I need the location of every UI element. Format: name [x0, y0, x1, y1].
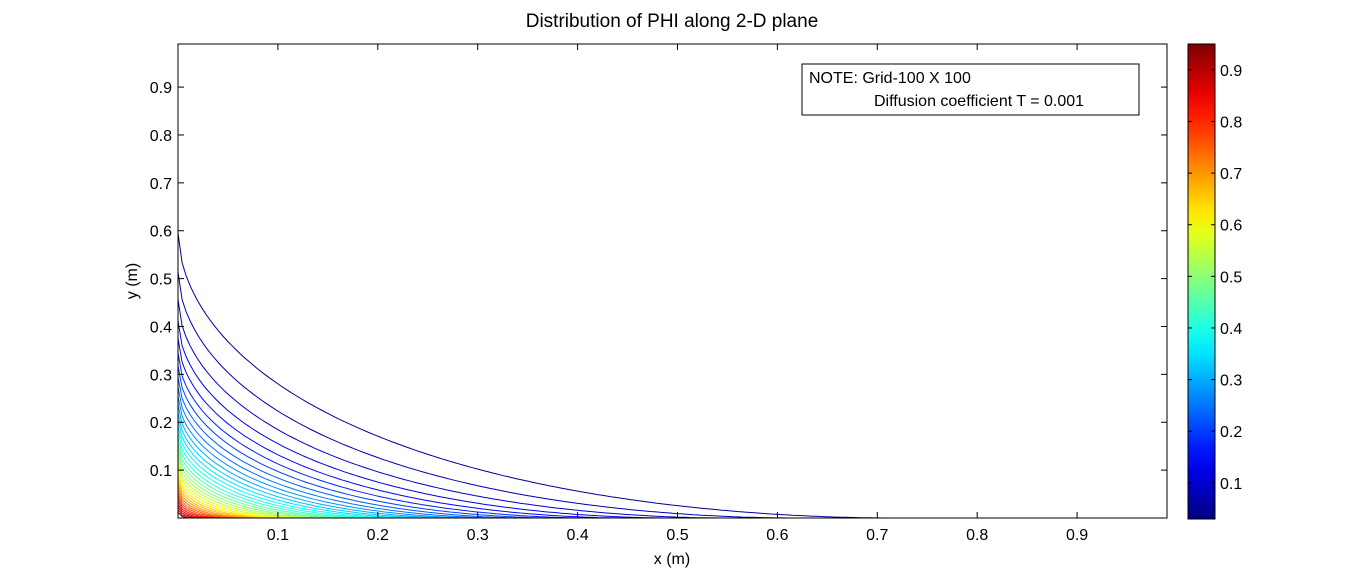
colorbar-gradient [1187, 43, 1216, 520]
contour-line [177, 377, 529, 519]
contour-line [177, 365, 558, 519]
contour-line [177, 396, 479, 519]
contour-line [177, 338, 628, 519]
contour-line [177, 425, 405, 519]
colorbar-tick-label: 0.4 [1220, 321, 1242, 338]
contour-lines [177, 233, 891, 519]
contour-line [177, 432, 393, 519]
x-tick-label: 0.6 [766, 527, 788, 544]
y-tick-label: 0.6 [150, 224, 172, 241]
contour-line [177, 233, 891, 519]
x-tick-label: 0.3 [467, 527, 489, 544]
x-tick-label: 0.4 [566, 527, 588, 544]
contour-line [177, 437, 376, 519]
plot-background [178, 44, 1167, 518]
y-tick-label: 0.5 [150, 272, 172, 289]
plot-frame [177, 43, 1168, 519]
colorbar-tick-label: 0.8 [1220, 114, 1242, 131]
contour-line [177, 443, 364, 519]
colorbar-tick-label: 0.9 [1220, 63, 1242, 80]
y-tick-label: 0.1 [150, 463, 172, 480]
x-axis-ticks: 0.1 0.2 0.3 0.4 0.5 0.6 0.7 0.8 0.9 [267, 44, 1088, 544]
contour-line [177, 299, 722, 519]
annotation-line-1: NOTE: Grid-100 X 100 [809, 70, 971, 87]
annotation-line-2: Diffusion coefficient T = 0.001 [874, 93, 1084, 110]
colorbar-tick-label: 0.6 [1220, 218, 1242, 235]
y-tick-label: 0.9 [150, 80, 172, 97]
contour-line [177, 458, 327, 519]
y-tick-label: 0.8 [150, 128, 172, 145]
x-tick-label: 0.1 [267, 527, 289, 544]
x-tick-label: 0.8 [966, 527, 988, 544]
contour-line [177, 448, 352, 519]
contour-line [177, 466, 306, 519]
plot-area: 0.1 0.2 0.3 0.4 0.5 0.6 0.7 0.8 0.9 0.1 0.2 0.3 0.4… [150, 43, 1168, 544]
y-axis-ticks: 0.1 0.2 0.3 0.4 0.5 0.6 0.7 0.8 0.9 [150, 80, 1167, 480]
contour-line [177, 404, 459, 519]
annotation-frame [801, 63, 1140, 116]
contour-line [177, 470, 294, 519]
contour-line [177, 320, 669, 519]
y-tick-label: 0.2 [150, 415, 172, 432]
colorbar-tick-label: 0.3 [1220, 373, 1242, 390]
colorbar-tick-label: 0.7 [1220, 166, 1242, 183]
x-tick-label: 0.5 [666, 527, 688, 544]
y-axis-label: y (m) [124, 263, 141, 299]
y-tick-label: 0.4 [150, 319, 172, 336]
contour-line [177, 352, 591, 519]
y-tick-label: 0.7 [150, 176, 172, 193]
contour-line [177, 387, 504, 519]
colorbar-ticks: 0.1 0.2 0.3 0.4 0.5 0.6 0.7 0.8 0.9 [1188, 63, 1242, 493]
colorbar-tick-label: 0.2 [1220, 424, 1242, 441]
colorbar-tick-label: 0.1 [1220, 476, 1242, 493]
chart-title: Distribution of PHI along 2-D plane [526, 11, 819, 32]
x-axis-label: x (m) [654, 551, 690, 568]
contour-line [177, 271, 792, 519]
x-tick-label: 0.9 [1066, 527, 1088, 544]
contour-line [177, 412, 442, 519]
contour-line [177, 419, 422, 519]
annotation-box: NOTE: Grid-100 X 100 Diffusion coefficie… [801, 63, 1140, 116]
colorbar-tick-label: 0.5 [1220, 269, 1242, 286]
contour-line [177, 462, 315, 519]
y-tick-label: 0.3 [150, 367, 172, 384]
x-tick-label: 0.7 [866, 527, 888, 544]
contour-line [177, 453, 339, 519]
x-tick-label: 0.2 [367, 527, 389, 544]
colorbar: 0.1 0.2 0.3 0.4 0.5 0.6 0.7 0.8 0.9 [1187, 43, 1242, 520]
